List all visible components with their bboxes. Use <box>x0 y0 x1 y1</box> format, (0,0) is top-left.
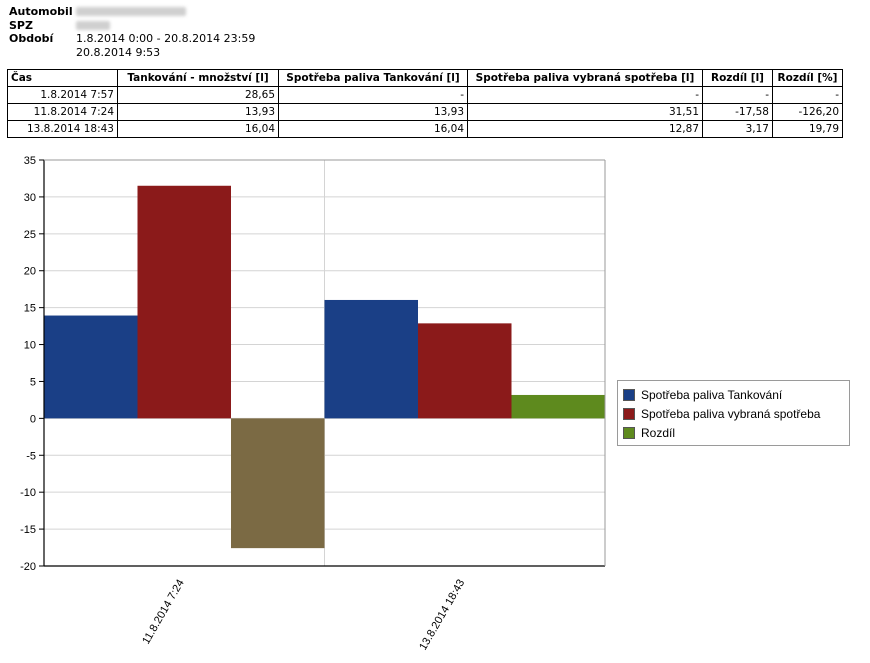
table-row: 13.8.2014 18:43 16,04 16,04 12,87 3,17 1… <box>7 120 843 138</box>
legend-label: Rozdíl <box>641 425 676 440</box>
table-row: 1.8.2014 7:57 28,65 - - - - <box>7 86 843 104</box>
table-row: 11.8.2014 7:24 13,93 13,93 31,51 -17,58 … <box>7 103 843 121</box>
col-header: Rozdíl [%] <box>772 69 843 87</box>
legend-item: Spotřeba paliva Tankování <box>623 385 849 404</box>
x-axis-ticks: 11.8.2014 7:24 13.8.2014 18:43 <box>140 578 467 653</box>
chart-axes <box>39 159 606 567</box>
table-cell: 1.8.2014 7:57 <box>7 86 118 104</box>
table-cell: 3,17 <box>702 120 773 138</box>
period-label: Období <box>9 32 54 45</box>
table-cell: 12,87 <box>467 120 703 138</box>
generated-row: 20.8.2014 9:53 <box>9 46 255 60</box>
table-cell: 13,93 <box>117 103 279 121</box>
y-axis-ticks: -20 -15 -10 -5 0 5 10 15 20 25 30 35 <box>20 155 36 573</box>
vehicle-row: Automobil <box>9 5 255 19</box>
y-tick-label: -10 <box>20 487 36 499</box>
table-cell: -126,20 <box>772 103 843 121</box>
y-tick-label: -5 <box>26 450 36 462</box>
chart-legend: Spotřeba paliva Tankování Spotřeba paliv… <box>617 380 850 446</box>
table-cell: 28,65 <box>117 86 279 104</box>
bar <box>137 185 231 419</box>
y-tick-label: 15 <box>24 303 36 315</box>
redacted-plate <box>76 20 110 30</box>
table-cell: 13.8.2014 18:43 <box>7 120 118 138</box>
legend-label: Spotřeba paliva Tankování <box>641 387 783 402</box>
report-header: Automobil SPZ Období 1.8.2014 0:00 - 20.… <box>9 5 255 59</box>
x-tick-label: 11.8.2014 7:24 <box>140 578 187 647</box>
plate-row: SPZ <box>9 19 255 33</box>
refuel-table: Čas Tankování - množství [l] Spotřeba pa… <box>7 69 843 138</box>
y-tick-label: -20 <box>20 561 36 573</box>
y-tick-label: 20 <box>24 266 36 278</box>
bar <box>418 323 512 419</box>
legend-swatch <box>623 388 635 401</box>
chart-bars <box>44 185 605 549</box>
y-tick-label: 30 <box>24 192 36 204</box>
y-tick-label: 35 <box>24 155 36 167</box>
col-header: Spotřeba paliva vybraná spotřeba [l] <box>467 69 703 87</box>
bar <box>44 315 138 419</box>
table-cell: - <box>467 86 703 104</box>
table-cell: 31,51 <box>467 103 703 121</box>
col-header: Spotřeba paliva Tankování [l] <box>278 69 468 87</box>
period-value: 1.8.2014 0:00 - 20.8.2014 23:59 <box>76 32 256 45</box>
table-cell: 11.8.2014 7:24 <box>7 103 118 121</box>
redacted-vehicle <box>76 7 186 16</box>
table-header-row: Čas Tankování - množství [l] Spotřeba pa… <box>7 69 843 87</box>
y-tick-label: -15 <box>20 524 36 536</box>
bar <box>231 418 325 549</box>
x-tick-label: 13.8.2014 18:43 <box>417 578 467 653</box>
table-cell: 19,79 <box>772 120 843 138</box>
col-header: Rozdíl [l] <box>702 69 773 87</box>
table-cell: - <box>772 86 843 104</box>
y-tick-label: 10 <box>24 340 36 352</box>
period-row: Období 1.8.2014 0:00 - 20.8.2014 23:59 <box>9 32 255 46</box>
legend-label: Spotřeba paliva vybraná spotřeba <box>641 406 821 421</box>
table-cell: - <box>702 86 773 104</box>
y-tick-label: 5 <box>30 376 36 388</box>
legend-item: Spotřeba paliva vybraná spotřeba <box>623 404 849 423</box>
generated-date: 20.8.2014 9:53 <box>76 45 161 59</box>
legend-swatch <box>623 426 635 439</box>
table-cell: -17,58 <box>702 103 773 121</box>
bar <box>324 299 418 419</box>
plate-label: SPZ <box>9 18 33 32</box>
y-tick-label: 25 <box>24 229 36 241</box>
y-tick-label: 0 <box>30 413 36 425</box>
table-cell: 13,93 <box>278 103 468 121</box>
table-cell: 16,04 <box>278 120 468 138</box>
col-header: Tankování - množství [l] <box>117 69 279 87</box>
bar-chart: -20 -15 -10 -5 0 5 10 15 20 25 30 35 11.8.2014 7:24… <box>20 155 606 653</box>
table-cell: - <box>278 86 468 104</box>
col-header: Čas <box>7 69 118 87</box>
bar <box>511 394 605 419</box>
vehicle-label: Automobil <box>9 5 73 18</box>
legend-item: Rozdíl <box>623 423 849 442</box>
table-cell: 16,04 <box>117 120 279 138</box>
legend-swatch <box>623 407 635 420</box>
